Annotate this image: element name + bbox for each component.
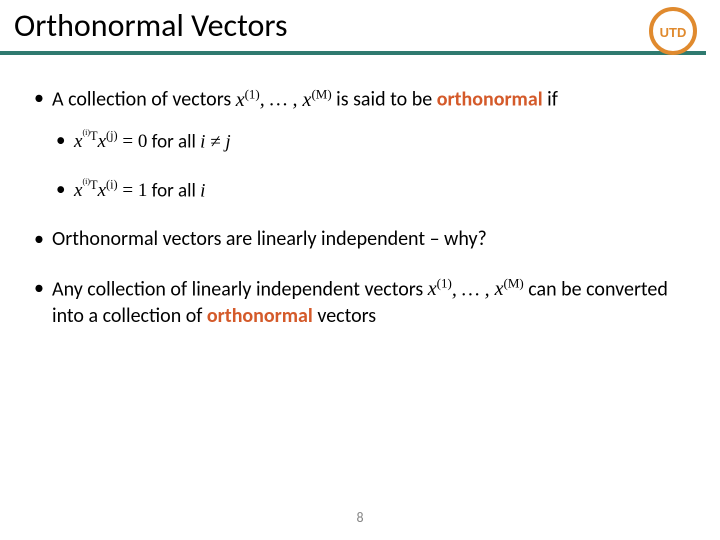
math-x: x(M) [495,278,524,300]
highlight-orthonormal: orthonormal [207,304,313,328]
slide-title: Orthonormal Vectors [14,6,720,45]
highlight-orthonormal: orthonormal [437,88,543,112]
text: vectors [313,304,376,328]
math-x: x(1) [236,89,260,111]
text: , … , [260,89,303,111]
math-expr: x(i)Tx(i) = 1 [74,180,147,201]
text: Any collection of linearly independent v… [52,277,428,301]
text: for all [147,179,200,202]
sub-bullet-2: x(i)Tx(i) = 1 for all i [52,177,690,204]
sub-bullet-1: x(i)Tx(j) = 0 for all i ≠ j [52,128,690,155]
svg-text:UTD: UTD [660,25,687,40]
math-x: x(1) [428,278,452,300]
text: is said to be [332,88,437,112]
slide-body: A collection of vectors x(1), … , x(M) i… [0,55,720,330]
math-cond: i [200,180,205,201]
math-cond: i ≠ j [200,131,231,152]
page-number: 8 [0,509,720,526]
bullet-1: A collection of vectors x(1), … , x(M) i… [30,85,690,204]
text: A collection of vectors [52,88,236,112]
utd-logo: UTD [648,6,698,56]
text: for all [147,130,200,153]
text: if [543,88,558,112]
bullet-3: Any collection of linearly independent v… [30,275,690,331]
math-x: x(M) [303,89,332,111]
text: , … , [452,278,495,300]
bullet-2: Orthonormal vectors are linearly indepen… [30,226,690,253]
math-expr: x(i)Tx(j) = 0 [74,131,147,152]
